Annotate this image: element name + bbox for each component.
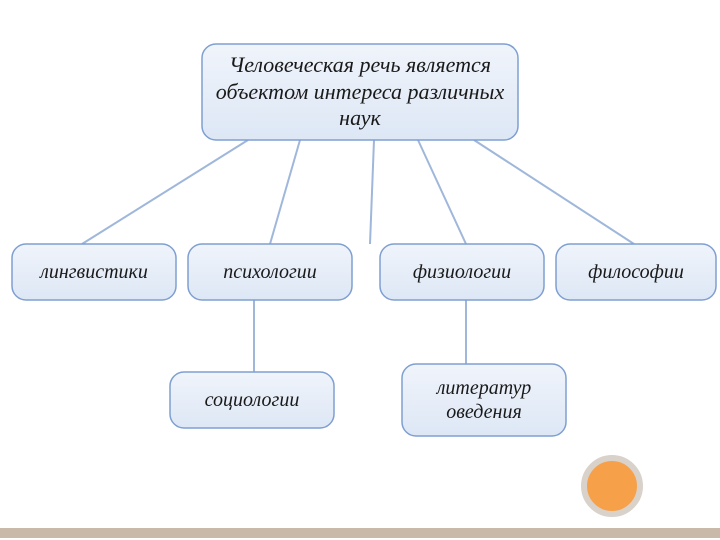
connector-line: [418, 140, 466, 244]
node-psychology-text: психологии: [223, 260, 317, 284]
node-physiology-text: физиологии: [413, 260, 511, 284]
node-linguistics-text: лингвистики: [40, 260, 148, 284]
footer-bar: [0, 528, 720, 538]
node-root: Человеческая речь является объектом инте…: [202, 44, 518, 140]
node-literature-text: литератур оведения: [408, 376, 560, 424]
connector-line: [82, 140, 248, 244]
connector-line: [474, 140, 634, 244]
node-root-text: Человеческая речь является объектом инте…: [208, 52, 512, 131]
accent-circle-icon: [581, 455, 643, 517]
node-physiology: физиологии: [380, 244, 544, 300]
connector-line: [370, 140, 374, 244]
node-psychology: психологии: [188, 244, 352, 300]
node-sociology: социологии: [170, 372, 334, 428]
node-philosophy-text: философии: [588, 260, 684, 284]
node-sociology-text: социологии: [205, 388, 300, 412]
node-linguistics: лингвистики: [12, 244, 176, 300]
node-philosophy: философии: [556, 244, 716, 300]
node-literature: литератур оведения: [402, 364, 566, 436]
connector-line: [270, 140, 300, 244]
